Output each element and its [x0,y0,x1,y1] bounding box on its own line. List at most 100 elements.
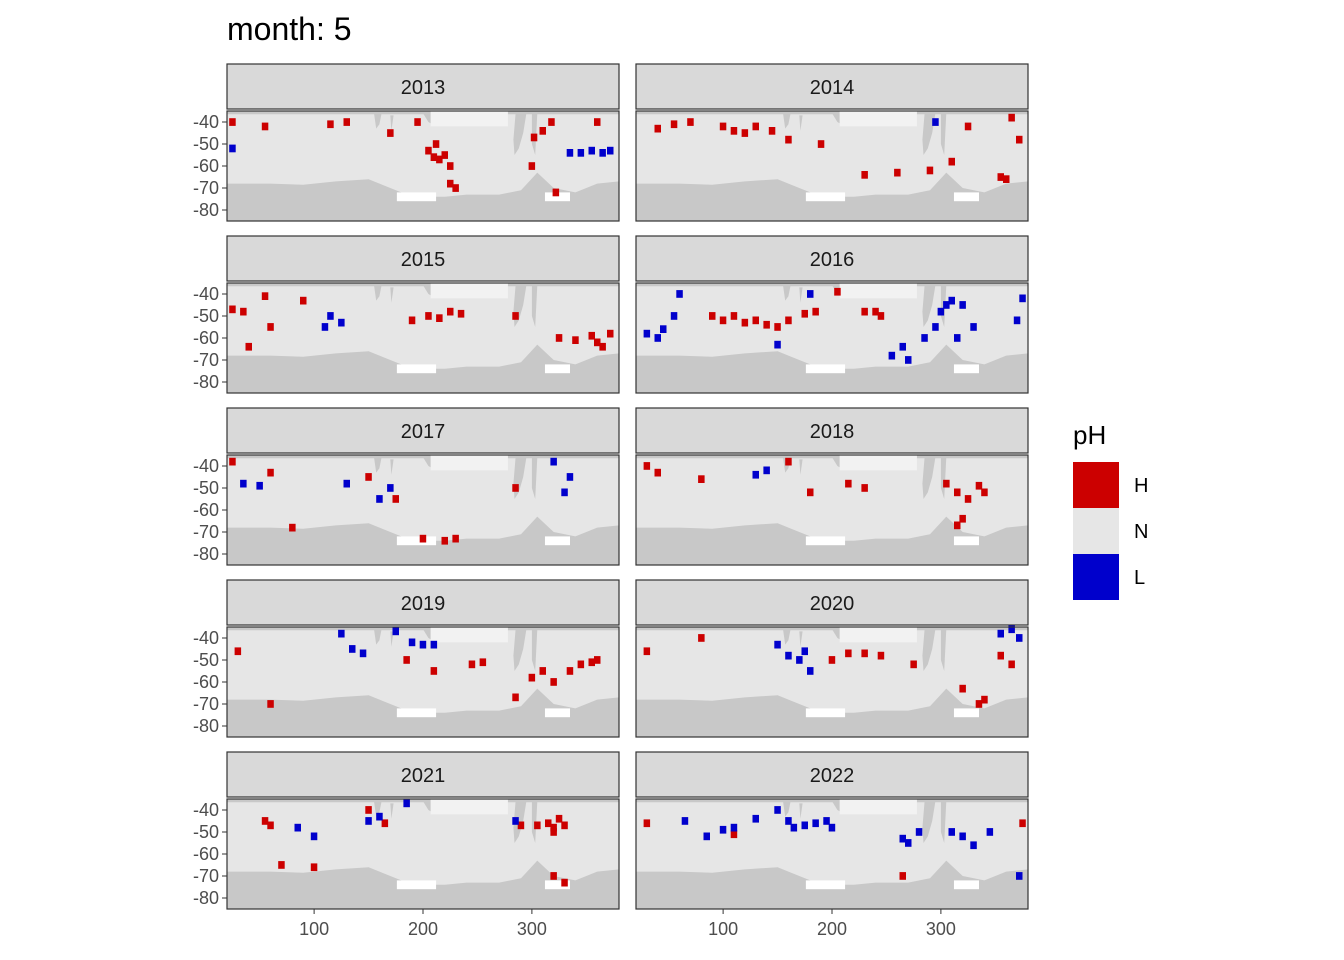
cell-high-ph [654,468,661,477]
cell-high-ph [1016,135,1023,144]
no-data-patch [396,536,437,546]
legend-key-H [1073,462,1119,508]
no-data-patch [839,283,917,299]
cell-high-ph [327,120,334,129]
no-data-patch [544,364,570,374]
cell-high-ph [752,316,759,325]
no-data-patch [544,708,570,718]
facet-panel-2018: 2018 [635,407,1029,566]
cell-high-ph [959,514,966,523]
cell-high-ph [419,534,427,543]
cell-high-ph [441,536,448,545]
cell-low-ph [566,149,574,157]
cell-low-ph [327,312,334,320]
cell-high-ph [229,305,236,314]
cell-high-ph [861,171,868,179]
cell-high-ph [643,819,651,828]
cell-high-ph [741,318,749,327]
cell-high-ph [861,649,868,658]
land-mass [940,629,947,671]
cell-high-ph [877,312,885,320]
cell-high-ph [959,684,966,693]
land-mass [531,457,538,499]
cell-high-ph [588,331,595,340]
cell-high-ph [975,481,983,490]
cell-low-ph [752,814,759,823]
cell-high-ph [948,157,955,166]
cell-high-ph [566,667,574,675]
cell-high-ph [1008,660,1015,669]
land-mass [390,115,394,131]
legend: pH H N L [1073,420,1148,600]
no-data-patch [430,455,508,471]
y-tick-label: -40 [193,628,219,648]
land-mass [783,285,791,301]
land-mass [390,287,394,303]
cell-high-ph [240,307,247,316]
cell-low-ph [654,334,661,342]
cell-low-ph [970,841,977,850]
y-tick-label: -50 [193,478,219,498]
y-tick-label: -40 [193,800,219,820]
cell-low-ph [338,629,345,638]
cell-high-ph [447,307,454,316]
cell-high-ph [430,153,438,161]
cell-high-ph [343,118,350,126]
cell-high-ph [441,151,448,159]
land-mass [799,287,803,303]
x-tick-label: 100 [299,919,329,939]
cell-high-ph [572,336,579,344]
cell-low-ph [338,318,345,327]
cell-high-ph [550,678,557,686]
cell-low-ph [1008,625,1015,634]
facet-panels: 2013-40-50-60-70-8020142015-40-50-60-70-… [193,63,1029,939]
facet-panel-2019: 2019 -40-50-60-70-80 [193,579,620,738]
cell-high-ph [599,342,606,351]
cell-high-ph [229,118,236,126]
facet-strip [635,407,1029,454]
x-tick-label: 200 [408,919,438,939]
cell-low-ph [681,817,689,825]
facet-strip [635,63,1029,110]
cell-high-ph [954,488,961,497]
land-mass [390,803,394,819]
cell-high-ph [643,647,651,656]
cell-high-ph [447,162,454,170]
cell-high-ph [245,342,252,351]
cell-high-ph [877,651,885,660]
facet-panel-2021: 2021 -40-50-60-70-80 100 200 300 [193,751,620,939]
cell-high-ph [539,667,546,675]
no-data-patch [953,880,979,890]
cell-high-ph [528,673,536,682]
panel-border [635,454,1029,566]
cell-high-ph [997,173,1004,181]
y-tick-label: -60 [193,156,219,176]
cell-low-ph [660,325,667,333]
cell-high-ph [861,484,868,492]
cell-low-ph [937,307,945,316]
cell-low-ph [256,481,263,490]
cell-low-ph [343,479,350,488]
y-tick-label: -80 [193,544,219,564]
cell-high-ph [365,806,372,814]
cell-low-ph [607,146,614,155]
facet-strip-label: 2018 [810,421,855,443]
cell-high-ph [561,878,568,887]
land-mass [940,113,947,155]
cell-high-ph [594,118,601,126]
cell-low-ph [719,825,727,834]
chart-title: month: 5 [227,11,352,47]
facet-panel-2016: 2016 [635,235,1029,394]
cell-low-ph [954,334,961,342]
panel-border [635,110,1029,222]
cell-high-ph [457,309,465,318]
land-mass [390,459,394,475]
cell-high-ph [1019,819,1026,828]
cell-high-ph [550,823,557,832]
cell-high-ph [267,700,274,708]
facet-strip [226,235,620,282]
land-mass [531,629,538,671]
cell-low-ph [670,312,678,320]
cell-low-ph [801,821,808,830]
cell-high-ph [730,830,738,839]
